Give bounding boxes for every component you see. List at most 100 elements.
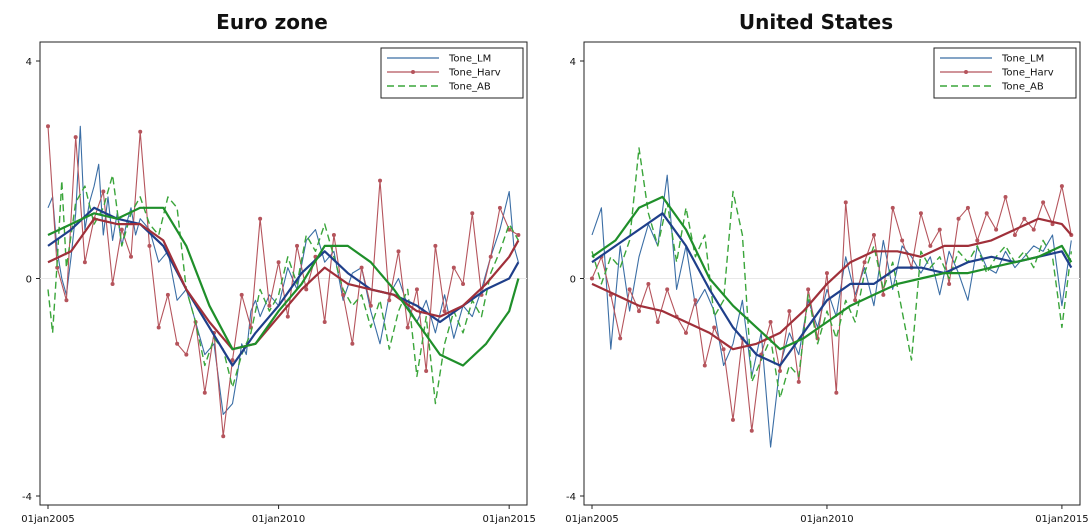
- series-marker: [276, 260, 281, 265]
- series-marker: [890, 205, 895, 210]
- series-marker: [787, 309, 792, 314]
- series-marker: [497, 205, 502, 210]
- y-tick-label: 0: [570, 275, 576, 286]
- legend-label: Tone_LM: [1001, 54, 1044, 65]
- series-line-tone-ab: [47, 174, 520, 405]
- series-marker: [378, 178, 383, 183]
- series-marker: [184, 352, 189, 357]
- plot-frame: [39, 41, 528, 506]
- series-marker: [871, 233, 876, 237]
- chart-title: Euro zone: [216, 10, 328, 34]
- series-marker: [64, 298, 69, 303]
- series-marker: [46, 124, 50, 129]
- series-marker: [285, 314, 290, 319]
- series-marker: [433, 243, 438, 248]
- chart-title: United States: [738, 10, 894, 34]
- series-marker: [928, 243, 933, 248]
- x-tick-label: 01jan2015: [1035, 514, 1088, 525]
- y-tick-label: 0: [26, 275, 32, 286]
- series-marker: [834, 390, 839, 395]
- series-marker: [82, 260, 87, 265]
- series-marker: [853, 298, 858, 303]
- series-marker: [368, 303, 373, 308]
- series-line-tone-harv: [591, 185, 1072, 432]
- series-line-tone-lm: [47, 125, 519, 415]
- plot-frame: [583, 41, 1081, 506]
- legend-label: Tone_Harv: [448, 68, 501, 79]
- series-marker: [322, 320, 327, 324]
- series-marker: [975, 238, 980, 243]
- series-marker: [590, 276, 594, 281]
- series-marker: [156, 325, 161, 330]
- legend-marker: [964, 70, 968, 74]
- y-tick-label: 4: [570, 57, 576, 68]
- series-marker: [947, 281, 952, 286]
- series-marker: [147, 243, 152, 248]
- series-marker: [994, 227, 999, 232]
- series-marker: [258, 216, 263, 221]
- series-marker: [646, 281, 651, 286]
- series-marker: [806, 287, 811, 292]
- series-marker: [881, 292, 886, 297]
- series-marker: [712, 325, 717, 330]
- series-marker: [1022, 216, 1027, 221]
- series-marker: [937, 227, 942, 232]
- series-marker: [405, 325, 410, 330]
- series-marker: [984, 211, 989, 216]
- legend-label: Tone_Harv: [1001, 68, 1054, 79]
- series-marker: [119, 227, 124, 232]
- series-marker: [655, 320, 660, 324]
- y-tick-label: -4: [22, 492, 32, 503]
- legend-label: Tone_LM: [448, 54, 491, 65]
- series-marker: [295, 243, 300, 248]
- series-marker: [202, 390, 207, 395]
- legend-label: Tone_AB: [1001, 82, 1044, 93]
- series-marker: [693, 298, 698, 303]
- chart-panel-united-states: -4 0 4 01jan2005 01jan2010 01jan2015 Tone_LM To…: [544, 0, 1088, 526]
- series-marker: [451, 265, 456, 270]
- series-marker: [730, 417, 735, 422]
- series-marker: [73, 135, 78, 140]
- series-marker: [683, 330, 688, 335]
- series-marker: [721, 347, 726, 352]
- series-marker: [341, 292, 346, 297]
- series-marker: [110, 281, 115, 286]
- series-line-tone-lm: [591, 174, 1072, 448]
- series-marker: [175, 341, 180, 346]
- series-marker: [396, 249, 401, 254]
- series-marker: [702, 363, 707, 368]
- series-marker: [665, 287, 670, 292]
- series-marker: [824, 271, 829, 276]
- y-tick-label: -4: [566, 492, 576, 503]
- series-marker: [239, 292, 244, 297]
- series-marker: [442, 309, 447, 314]
- series-marker: [488, 254, 493, 259]
- series-marker: [129, 254, 134, 259]
- series-marker: [221, 434, 226, 439]
- series-marker: [267, 303, 272, 308]
- series-line-trend-4: [47, 217, 520, 351]
- series-marker: [796, 379, 801, 384]
- series-marker: [1012, 233, 1017, 237]
- series-line-trend-5: [47, 206, 520, 367]
- series-marker: [1041, 200, 1046, 205]
- series-marker: [843, 200, 848, 205]
- series-line-tone-harv: [47, 126, 519, 437]
- legend-label: Tone_AB: [448, 82, 491, 93]
- series-marker: [414, 287, 419, 292]
- series-marker: [424, 368, 429, 373]
- series-line-trend-4: [591, 217, 1073, 351]
- series-marker: [1059, 184, 1064, 189]
- series-marker: [768, 320, 773, 324]
- chart-panel-euro-zone: -4 0 4 01jan2005 01jan2010 01jan2015 Tone_LM To…: [21, 10, 536, 525]
- x-tick-label: 01jan2005: [21, 514, 74, 525]
- series-marker: [359, 265, 364, 270]
- series-marker: [627, 287, 632, 292]
- series-marker: [470, 211, 475, 216]
- series-marker: [862, 260, 867, 265]
- series-marker: [387, 298, 392, 303]
- legend-box: [380, 47, 524, 99]
- series-marker: [350, 341, 355, 346]
- series-marker: [1031, 227, 1036, 232]
- series-marker: [918, 211, 923, 216]
